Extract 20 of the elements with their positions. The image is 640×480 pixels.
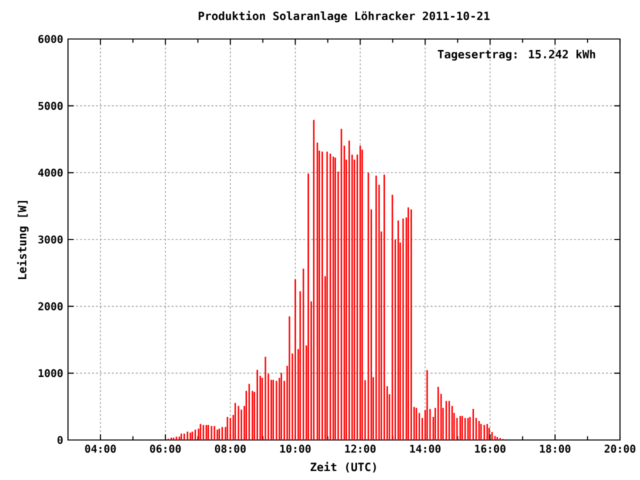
x-tick-label: 16:00: [475, 444, 506, 453]
x-tick-label: 10:00: [280, 444, 311, 453]
y-tick-label: 3000: [38, 235, 63, 244]
x-tick-label: 12:00: [345, 444, 376, 453]
y-axis-title: Leistung [W]: [17, 201, 29, 280]
y-tick-label: 2000: [38, 302, 63, 310]
x-tick-label: 06:00: [150, 444, 181, 453]
y-tick-label: 1000: [38, 369, 63, 378]
y-tick-label: 6000: [38, 34, 63, 44]
annotation: Tagesertrag: 15.242 kWh: [438, 50, 596, 61]
y-tick-label: 4000: [38, 168, 63, 177]
x-tick-label: 14:00: [410, 444, 441, 453]
x-tick-label: 20:00: [604, 444, 636, 453]
y-tick-label: 0: [58, 436, 63, 444]
y-tick-label: 5000: [38, 102, 63, 110]
x-tick-label: 08:00: [215, 444, 246, 453]
x-axis-title: Zeit (UTC): [310, 462, 376, 473]
x-tick-label: 04:00: [85, 444, 116, 453]
chart-title: Produktion Solaranlage Löhracker 2011-10-21: [198, 10, 490, 22]
x-tick-label: 18:00: [540, 444, 570, 453]
